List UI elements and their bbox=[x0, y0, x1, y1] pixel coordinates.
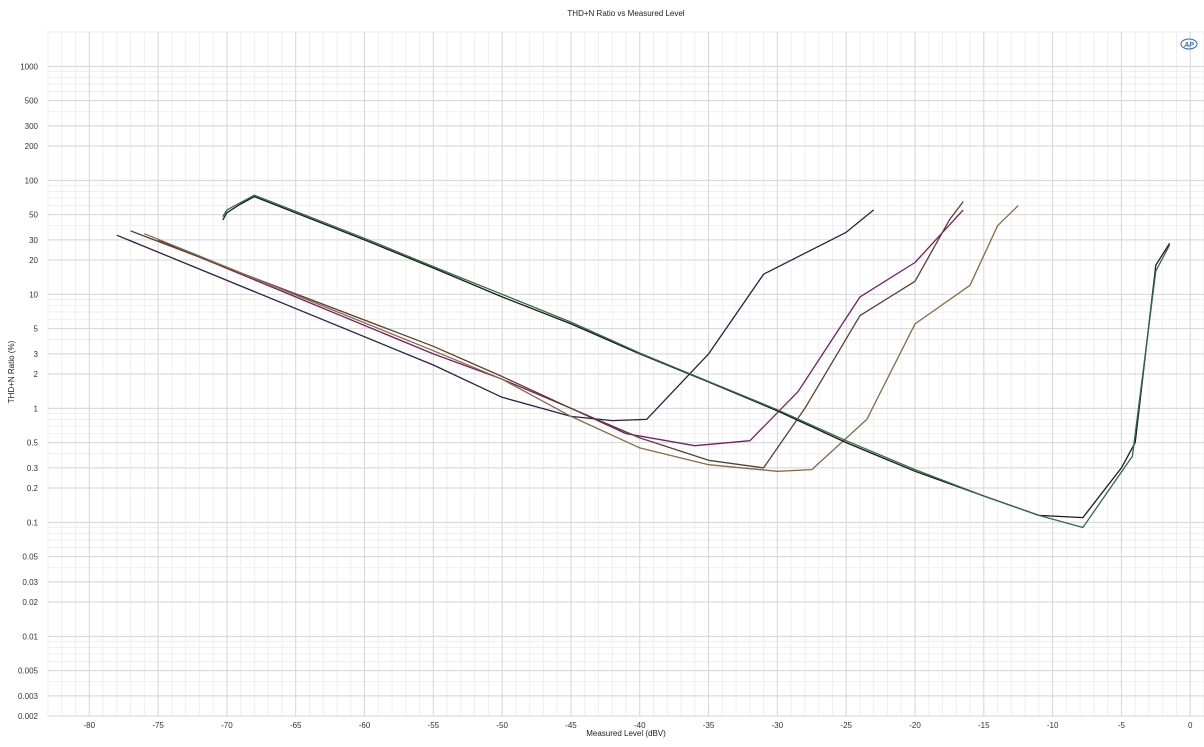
axes: -80 -75 -70 -65 -60 -55 -50 -45 -40 -35 -30 -25 -20-… bbox=[18, 62, 1193, 730]
y-tick-label: 1000 bbox=[20, 62, 38, 71]
x-tick-label: -20 bbox=[909, 721, 921, 730]
series-line bbox=[144, 205, 1019, 472]
y-tick-label: 0.03 bbox=[22, 578, 38, 587]
x-tick-label: -75 bbox=[152, 721, 164, 730]
y-tick-label: 0.3 bbox=[27, 464, 39, 473]
x-tick-label: -40 bbox=[634, 721, 646, 730]
series-group bbox=[116, 194, 1171, 529]
y-tick-label: 0.002 bbox=[18, 712, 39, 721]
x-tick-label: -50 bbox=[496, 721, 508, 730]
x-tick-label: -5 bbox=[1118, 721, 1126, 730]
x-tick-label: -70 bbox=[221, 721, 233, 730]
x-tick-label: -60 bbox=[359, 721, 371, 730]
x-tick-label: -65 bbox=[290, 721, 302, 730]
y-tick-label: 20 bbox=[29, 256, 38, 265]
y-tick-label: 300 bbox=[25, 122, 39, 131]
x-tick-label: 0 bbox=[1188, 721, 1193, 730]
series-line bbox=[157, 209, 964, 447]
x-tick-label: -30 bbox=[772, 721, 784, 730]
x-tick-label: -55 bbox=[428, 721, 440, 730]
y-tick-label: 30 bbox=[29, 236, 38, 245]
y-tick-label: 50 bbox=[29, 211, 38, 220]
series-line bbox=[130, 201, 964, 469]
series-line bbox=[116, 209, 875, 422]
series-line bbox=[222, 195, 1171, 519]
x-tick-label: -35 bbox=[703, 721, 715, 730]
y-tick-label: 0.5 bbox=[27, 439, 39, 448]
x-tick-label: -15 bbox=[978, 721, 990, 730]
y-tick-label: 0.1 bbox=[27, 518, 39, 527]
y-tick-label: 0.2 bbox=[27, 484, 39, 493]
x-axis-label: Measured Level (dBV) bbox=[586, 729, 666, 738]
y-tick-label: 10 bbox=[29, 290, 38, 299]
y-tick-label: 0.02 bbox=[22, 598, 38, 607]
y-tick-label: 1 bbox=[34, 404, 39, 413]
ap-logo-icon: AP bbox=[1180, 38, 1198, 50]
y-tick-label: 200 bbox=[25, 142, 39, 151]
series-line bbox=[222, 194, 1171, 529]
y-tick-label: 0.01 bbox=[22, 632, 38, 641]
chart-title: THD+N Ratio vs Measured Level bbox=[567, 9, 684, 18]
y-tick-label: 2 bbox=[34, 370, 39, 379]
y-tick-label: 100 bbox=[25, 176, 39, 185]
y-tick-label: 0.05 bbox=[22, 553, 38, 562]
x-tick-label: -25 bbox=[840, 721, 852, 730]
grid bbox=[47, 31, 1204, 717]
y-axis-label: THD+N Ratio (%) bbox=[7, 340, 16, 403]
x-tick-label: -45 bbox=[565, 721, 577, 730]
y-tick-label: 500 bbox=[25, 97, 39, 106]
x-tick-label: -80 bbox=[84, 721, 96, 730]
x-tick-label: -10 bbox=[1047, 721, 1059, 730]
y-tick-label: 5 bbox=[34, 325, 39, 334]
svg-text:AP: AP bbox=[1183, 42, 1194, 49]
y-tick-label: 0.003 bbox=[18, 692, 39, 701]
y-tick-label: 3 bbox=[34, 350, 39, 359]
y-tick-label: 0.005 bbox=[18, 667, 39, 676]
